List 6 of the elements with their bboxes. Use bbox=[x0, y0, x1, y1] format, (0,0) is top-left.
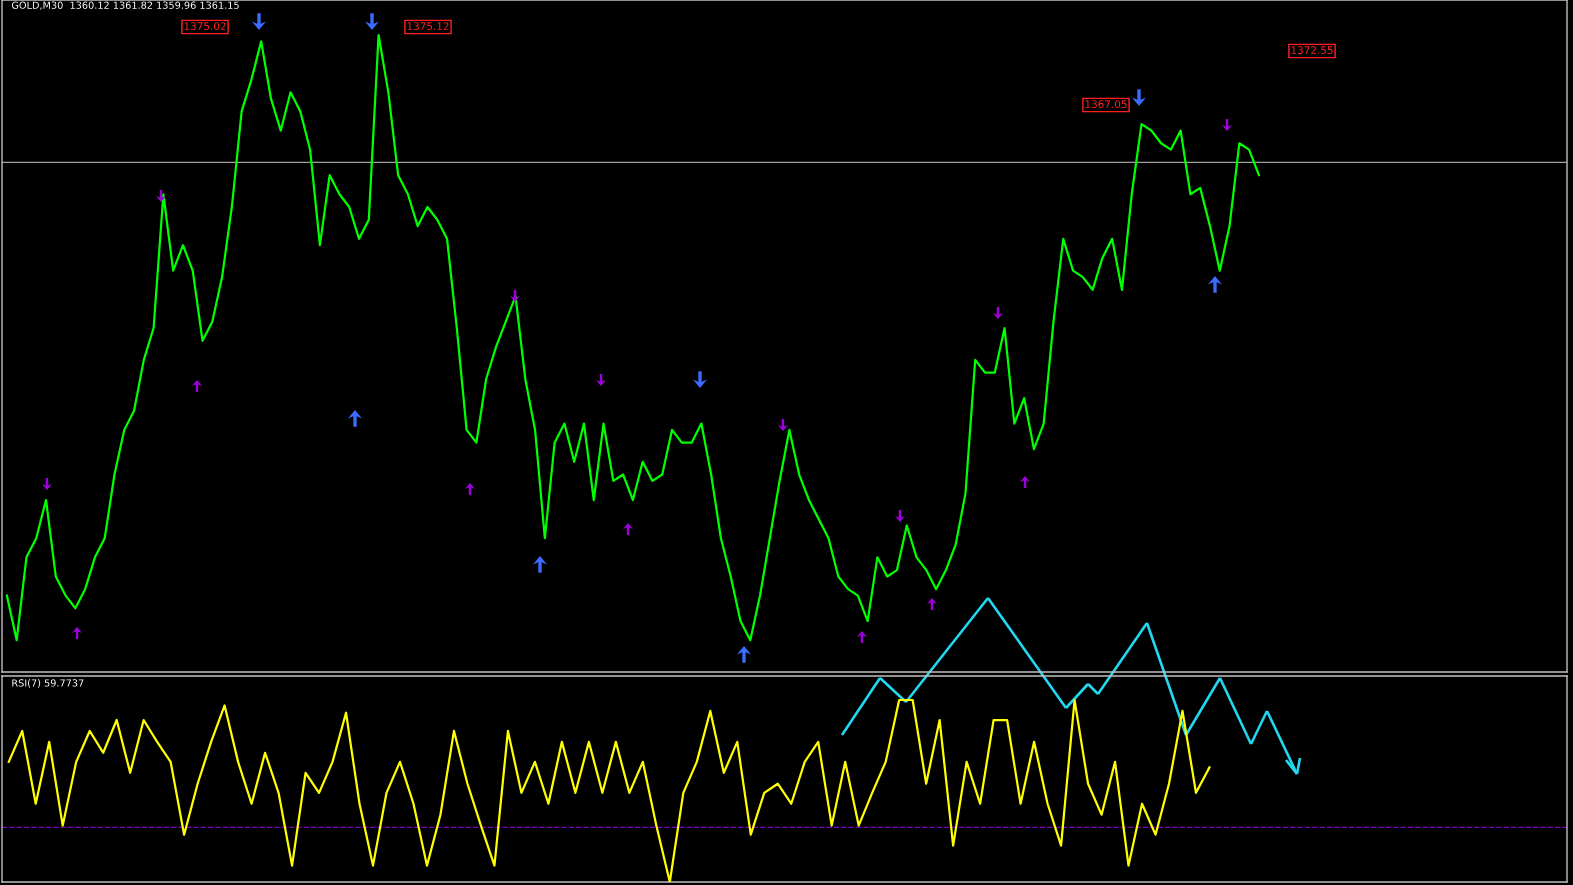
text: 1375.02 bbox=[184, 22, 226, 31]
text: 1375.12 bbox=[407, 22, 449, 31]
annotation: 1372.55 bbox=[1291, 46, 1333, 55]
chart-title: GOLD,M30 1360.12 1361.82 1359.96 1361.15 bbox=[11, 1, 239, 10]
annotation: 1367.05 bbox=[1085, 100, 1127, 109]
chart-title: RSI(7) 59.7737 bbox=[12, 679, 84, 688]
